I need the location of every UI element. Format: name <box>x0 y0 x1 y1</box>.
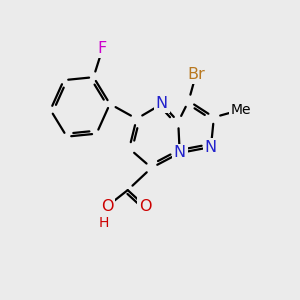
Text: N: N <box>156 96 168 111</box>
Text: F: F <box>98 41 107 56</box>
Text: N: N <box>174 146 186 160</box>
Text: H: H <box>98 216 109 230</box>
Text: Me: Me <box>230 103 251 117</box>
Text: O: O <box>101 199 113 214</box>
Text: N: N <box>205 140 217 154</box>
Text: Br: Br <box>187 67 205 82</box>
Text: O: O <box>139 199 152 214</box>
